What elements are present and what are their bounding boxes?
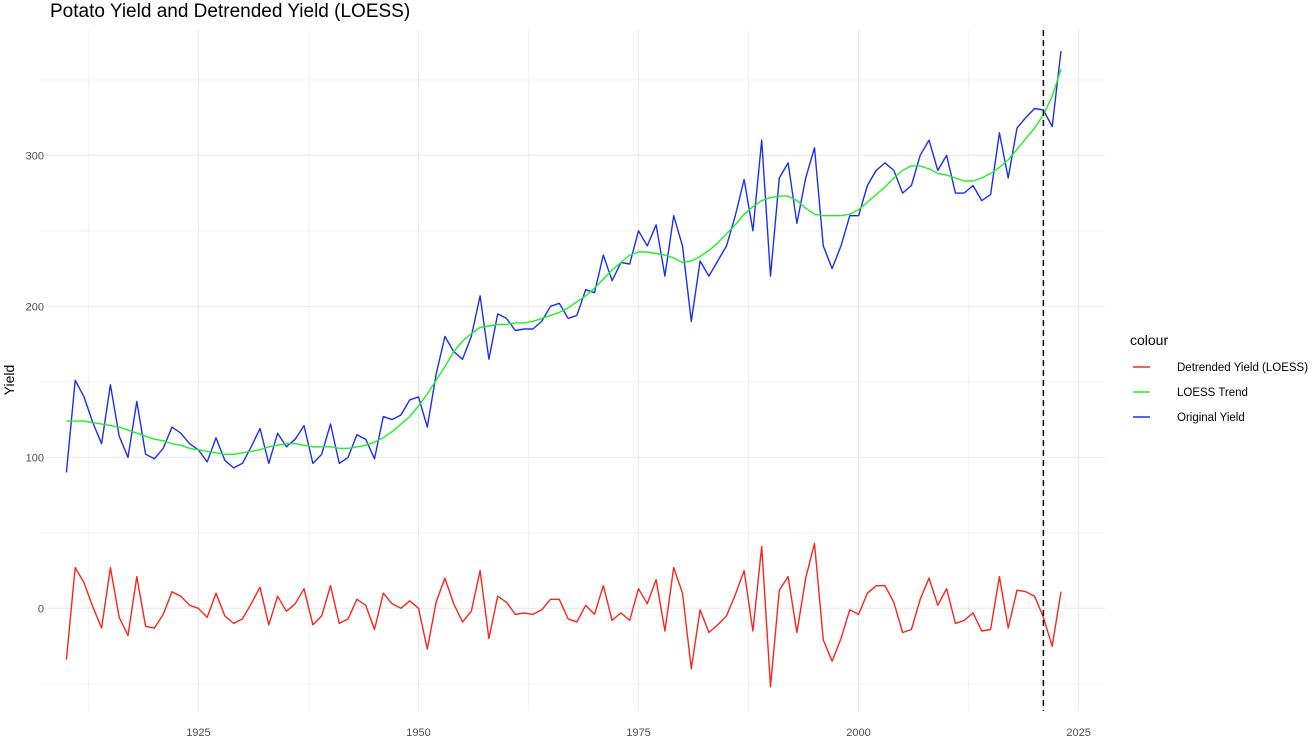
legend: colour Detrended Yield (LOESS) LOESS Trend… xyxy=(1130,332,1308,424)
legend-label: Original Yield xyxy=(1177,412,1245,424)
chart-title: Potato Yield and Detrended Yield (LOESS) xyxy=(50,1,411,22)
x-tick-labels: 1925 1950 1975 2000 2025 xyxy=(186,727,1091,739)
series-line-detrended-yield-loess xyxy=(65,542,1062,688)
y-tick-label: 100 xyxy=(26,452,44,464)
y-tick-label: 200 xyxy=(26,301,44,313)
y-tick-label: 300 xyxy=(26,150,44,162)
legend-label: Detrended Yield (LOESS) xyxy=(1177,362,1308,374)
y-tick-label: 0 xyxy=(38,603,44,615)
y-tick-labels: 0 100 200 300 xyxy=(26,150,44,615)
y-axis-title: Yield xyxy=(1,365,17,396)
series-lines xyxy=(65,51,1062,688)
grid-major xyxy=(40,30,1105,711)
series-line-loess-trend xyxy=(66,69,1062,455)
legend-title: colour xyxy=(1130,332,1168,348)
x-tick-label: 2000 xyxy=(846,727,870,739)
legend-label: LOESS Trend xyxy=(1177,387,1248,399)
x-tick-label: 2025 xyxy=(1066,727,1090,739)
x-tick-label: 1950 xyxy=(406,727,430,739)
x-tick-label: 1975 xyxy=(626,727,650,739)
x-tick-label: 1925 xyxy=(186,727,210,739)
series-line-original-yield xyxy=(65,51,1062,473)
